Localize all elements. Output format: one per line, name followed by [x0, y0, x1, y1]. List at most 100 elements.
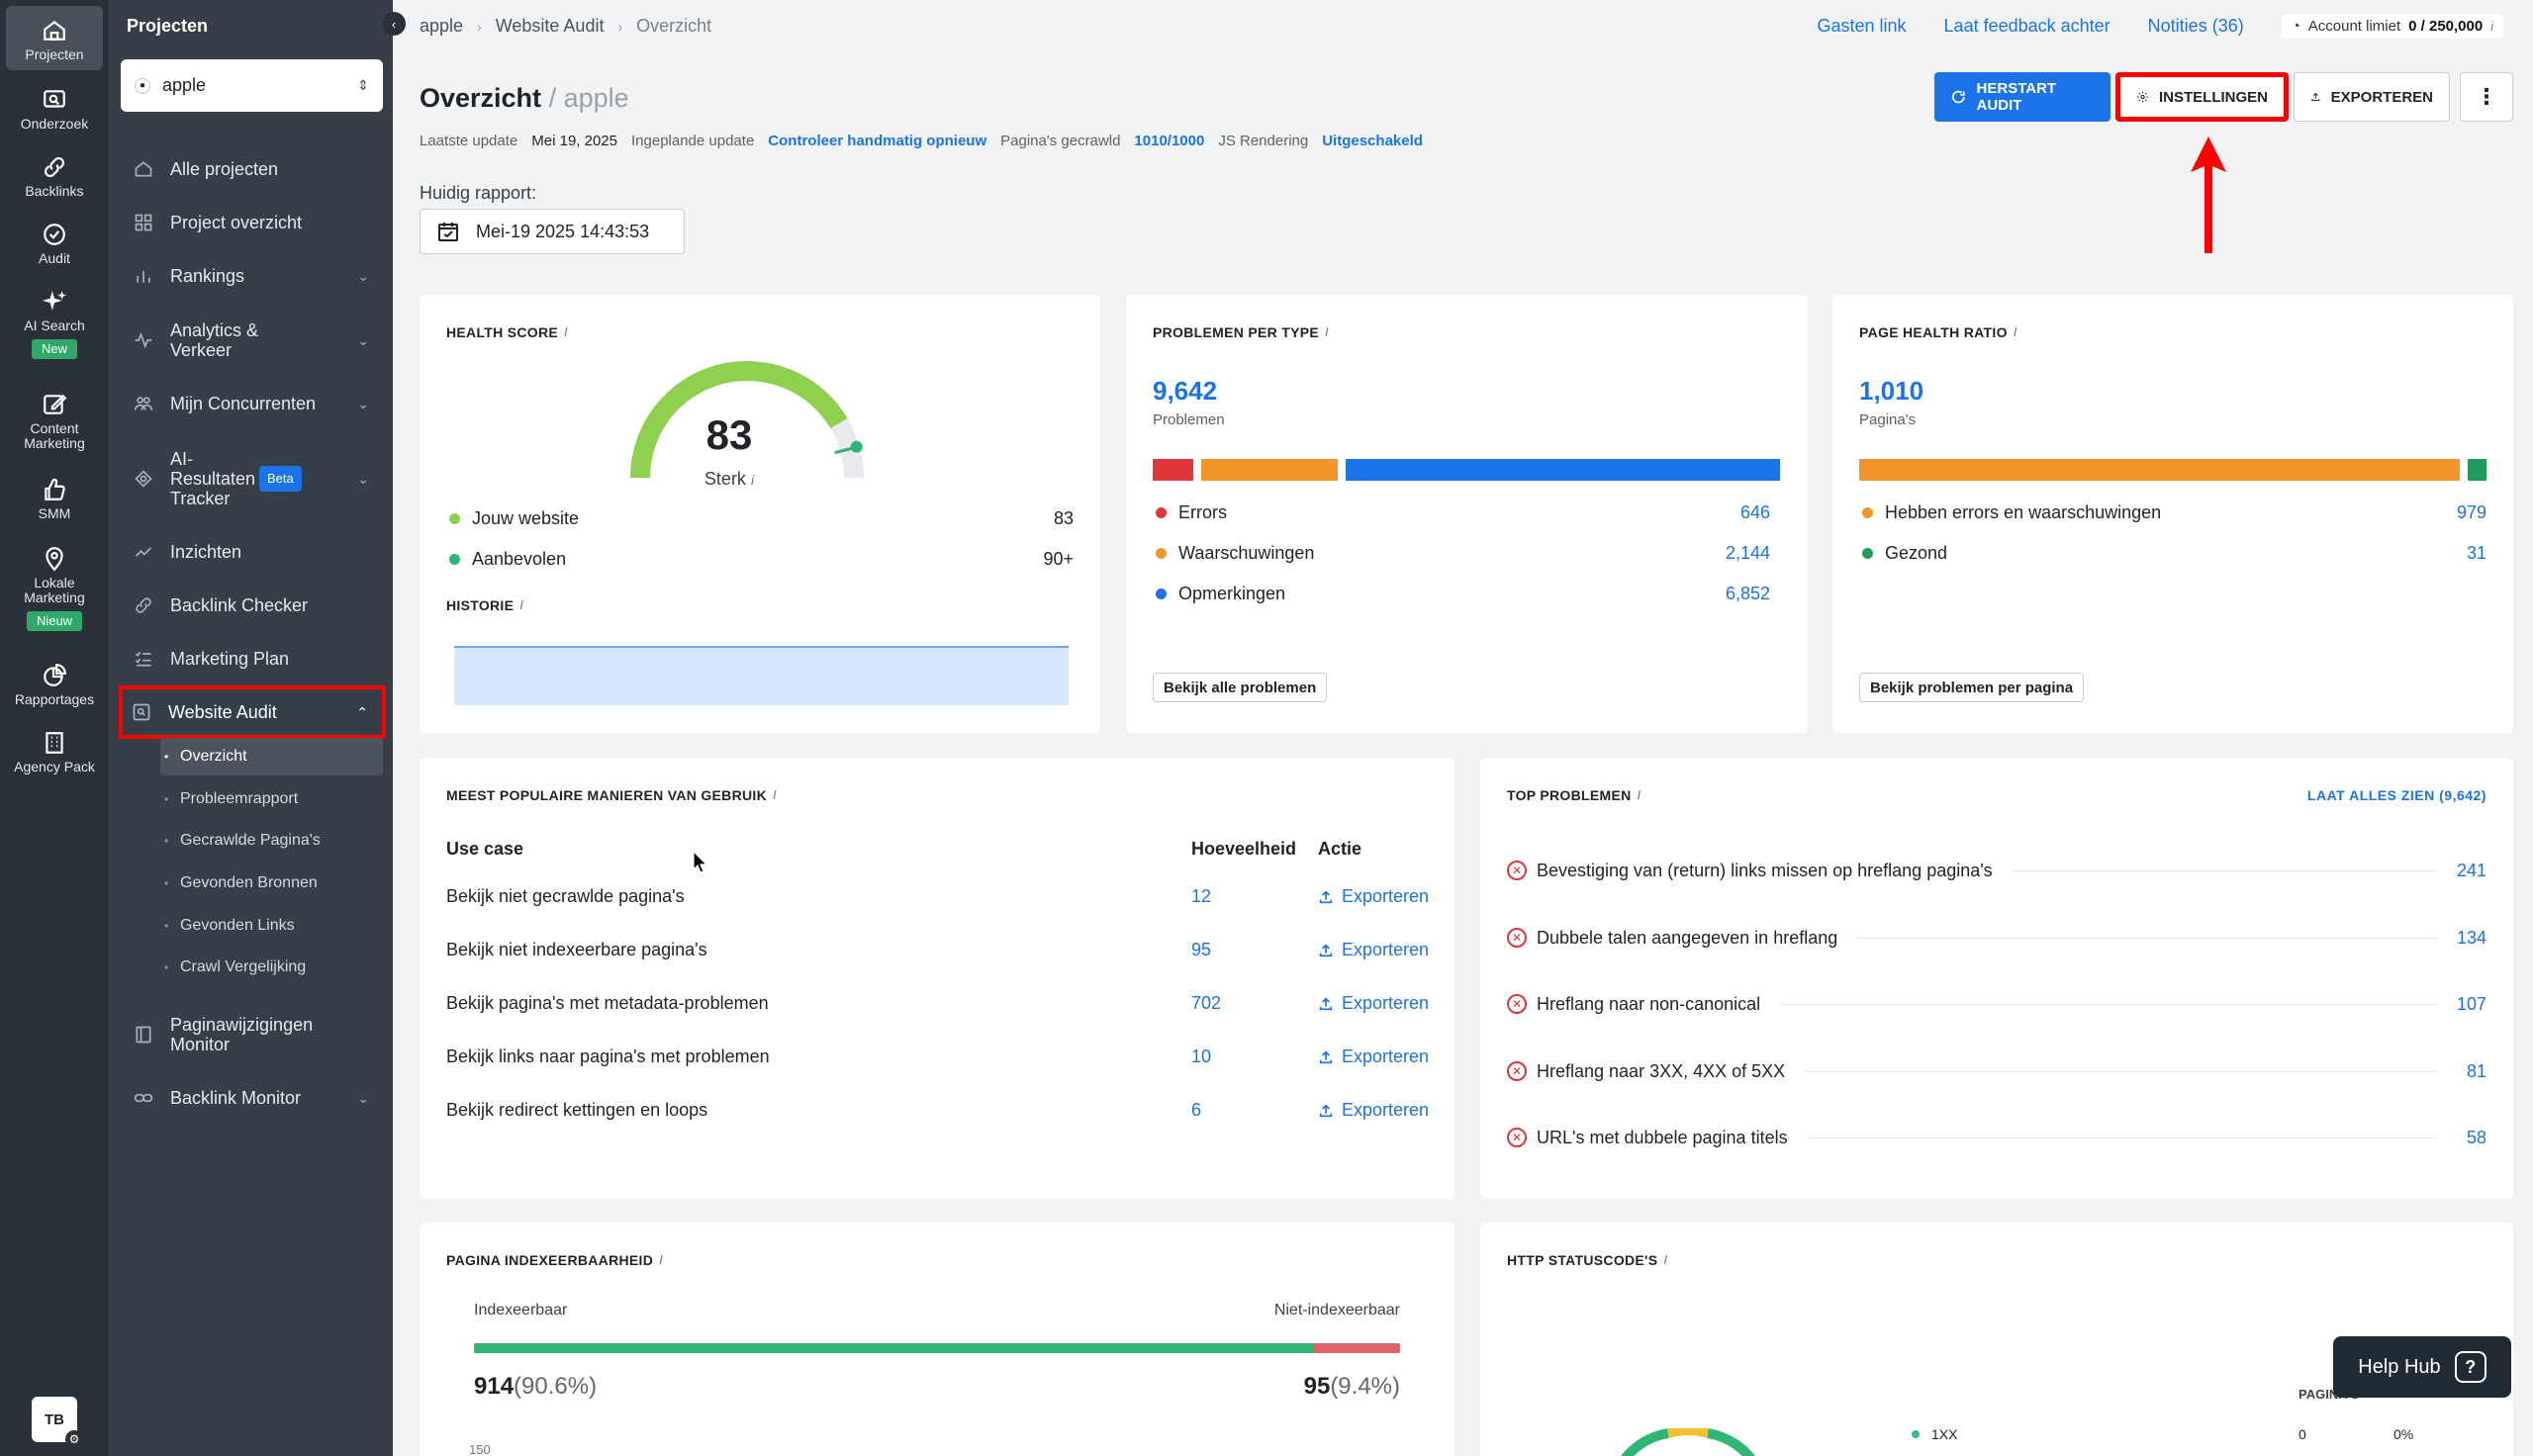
problems-legend-value[interactable]: 2,144	[1725, 543, 1770, 563]
sidebar-item-backlink-checker[interactable]: Backlink Checker	[121, 594, 383, 616]
sidebar-item-ai-tracker[interactable]: AI-Resultaten Tracker Beta ⌄	[121, 448, 383, 509]
problems-legend-value[interactable]: 6,852	[1725, 584, 1770, 603]
notices-bar-segment[interactable]	[1345, 459, 1780, 481]
top-problem-row[interactable]: ✕ Hreflang naar non-canonical 107	[1507, 992, 2486, 1016]
rail-item-backlinks[interactable]: Backlinks	[6, 154, 103, 199]
rail-item-smm[interactable]: SMM	[6, 477, 103, 521]
project-select[interactable]: ● apple ⇕	[121, 59, 383, 112]
view-problems-per-page-button[interactable]: Bekijk problemen per pagina	[1859, 673, 2085, 702]
top-problem-row[interactable]: ✕ URL's met dubbele pagina titels 58	[1507, 1126, 2486, 1149]
top-problem-row[interactable]: ✕ Bevestiging van (return) links missen o…	[1507, 859, 2486, 882]
collapse-sidebar-button[interactable]: ‹	[382, 12, 406, 36]
ratio-legend-value[interactable]: 31	[2466, 543, 2486, 563]
usage-row-value[interactable]: 10	[1191, 1046, 1212, 1066]
sidebar-item-website-audit[interactable]: Website Audit ⌃	[119, 685, 386, 739]
avatar[interactable]: TB ⚙	[32, 1397, 83, 1448]
usage-row-label: Bekijk niet gecrawlde pagina's	[446, 886, 685, 906]
top-problem-row[interactable]: ✕ Dubbele talen aangegeven in hreflang 134	[1507, 926, 2486, 950]
sidebar-item-alle-projecten[interactable]: Alle projecten	[121, 158, 383, 180]
sidebar-item-paginawijzigingen[interactable]: Paginawijzigingen Monitor	[121, 1013, 383, 1056]
problems-legend-value[interactable]: 646	[1739, 502, 1770, 522]
top-problem-row[interactable]: ✕ Hreflang naar 3XX, 4XX of 5XX 81	[1507, 1059, 2486, 1083]
rail-item-projecten[interactable]: Projecten	[6, 6, 103, 70]
problems-legend-row: Opmerkingen	[1156, 584, 1285, 604]
usage-row-value[interactable]: 95	[1191, 940, 1212, 959]
healthy-bar-segment[interactable]	[2467, 459, 2486, 481]
sidebar-item-inzichten[interactable]: Inzichten	[121, 541, 383, 563]
settings-button[interactable]: Instellingen	[2115, 72, 2289, 122]
sidebar-item-rankings[interactable]: Rankings ⌄	[121, 265, 383, 287]
book-icon	[133, 1024, 154, 1046]
notes-link[interactable]: Notities (36)	[2147, 16, 2244, 36]
ratio-legend-row: Hebben errors en waarschuwingen	[1862, 502, 2161, 523]
restart-audit-button[interactable]: Herstart audit	[1934, 72, 2111, 122]
top-problem-value[interactable]: 241	[2456, 860, 2486, 880]
export-link-label: Exporteren	[1342, 993, 1430, 1013]
sidebar-sub-probleemrapport[interactable]: Probleemrapport	[160, 780, 383, 818]
health-legend-row: Jouw website	[449, 508, 579, 529]
usage-row-export[interactable]: Exporteren	[1318, 886, 1429, 907]
ratio-total-label: Pagina's	[1859, 411, 1917, 428]
account-limit[interactable]: ◔ Account limiet 0 / 250,000 i	[2281, 14, 2503, 39]
sidebar-sub-gecrawlde-paginas[interactable]: Gecrawlde Pagina's	[160, 822, 383, 860]
ratio-total[interactable]: 1,010	[1859, 376, 1924, 406]
warnings-bar-segment[interactable]	[1201, 459, 1338, 481]
sidebar-sub-gevonden-links[interactable]: Gevonden Links	[160, 907, 383, 945]
sidebar-sub-overzicht[interactable]: Overzicht	[160, 738, 383, 775]
guest-link[interactable]: Gasten link	[1817, 16, 1907, 36]
error-icon: ✕	[1507, 1128, 1527, 1147]
usage-row-export[interactable]: Exporteren	[1318, 993, 1429, 1014]
feedback-link[interactable]: Laat feedback achter	[1943, 16, 2111, 36]
usage-row-export[interactable]: Exporteren	[1318, 1046, 1429, 1067]
top-problem-value[interactable]: 81	[2466, 1060, 2486, 1081]
sidebar-sub-gevonden-bronnen[interactable]: Gevonden Bronnen	[160, 864, 383, 902]
report-date-picker[interactable]: Mei-19 2025 14:43:53	[420, 209, 685, 254]
see-all-problems-link[interactable]: Laat alles zien (9,642)	[2306, 787, 2486, 803]
sidebar-sub-crawl-vergelijking[interactable]: Crawl Vergelijking	[160, 949, 383, 986]
rail-item-onderzoek[interactable]: Onderzoek	[6, 87, 103, 132]
help-hub-button[interactable]: Help Hub ?	[2333, 1336, 2511, 1398]
rail-item-ai-search[interactable]: AI Search New	[6, 289, 103, 359]
ratio-legend-value[interactable]: 979	[2456, 502, 2486, 522]
rail-item-audit[interactable]: Audit	[6, 222, 103, 266]
pages-crawled-link[interactable]: 1010/1000	[1134, 133, 1205, 149]
top-problem-value[interactable]: 107	[2456, 993, 2486, 1014]
beta-badge: Beta	[259, 466, 302, 492]
chevron-down-icon: ⌄	[357, 471, 369, 487]
sidebar-item-backlink-monitor[interactable]: Backlink Monitor ⌄	[121, 1087, 383, 1109]
errors-bar-segment[interactable]	[1153, 459, 1194, 481]
usage-row-value[interactable]: 6	[1191, 1100, 1202, 1120]
rail-label: Content Marketing	[24, 420, 85, 451]
breadcrumb-website-audit[interactable]: Website Audit	[495, 16, 605, 36]
rail-item-rapportages[interactable]: Rapportages	[6, 663, 103, 707]
usage-row-export[interactable]: Exporteren	[1318, 940, 1429, 960]
view-all-problems-button[interactable]: Bekijk alle problemen	[1153, 673, 1328, 702]
export-button[interactable]: Exporteren	[2294, 72, 2450, 122]
rail-item-content-marketing[interactable]: Content Marketing	[6, 392, 103, 451]
gear-icon[interactable]: ⚙	[65, 1430, 83, 1448]
breadcrumb-project[interactable]: apple	[420, 16, 464, 36]
sidebar-item-project-overzicht[interactable]: Project overzicht	[121, 212, 383, 233]
top-problems-title-text: Top problemen	[1507, 787, 1632, 803]
rail-item-agency-pack[interactable]: Agency Pack	[6, 730, 103, 774]
js-rendering-link[interactable]: Uitgeschakeld	[1322, 133, 1423, 149]
issues-bar-segment[interactable]	[1859, 459, 2460, 481]
usage-row-export[interactable]: Exporteren	[1318, 1100, 1429, 1121]
sidebar-item-mijn-concurrenten[interactable]: Mijn Concurrenten ⌄	[121, 393, 383, 414]
scheduled-update-link[interactable]: Controleer handmatig opnieuw	[768, 133, 987, 149]
rail-item-lokale-marketing[interactable]: Lokale Marketing Nieuw	[6, 546, 103, 631]
top-problem-value[interactable]: 58	[2466, 1127, 2486, 1147]
more-options-button[interactable]: ⋮	[2460, 72, 2513, 122]
problems-total[interactable]: 9,642	[1153, 376, 1218, 406]
sidebar-sub-label: Gevonden Links	[180, 917, 295, 934]
usage-row-value[interactable]: 12	[1191, 886, 1212, 906]
sidebar-item-analytics[interactable]: Analytics & Verkeer ⌄	[121, 318, 383, 362]
chevron-up-icon: ⌃	[356, 704, 368, 720]
sidebar-item-label: Paginawijzigingen Monitor	[170, 1015, 314, 1054]
top-problem-value[interactable]: 134	[2456, 927, 2486, 948]
usage-row-value[interactable]: 702	[1191, 993, 1222, 1013]
divider-line	[2012, 869, 2437, 871]
more-vertical-icon: ⋮	[2476, 84, 2497, 109]
sidebar-item-marketing-plan[interactable]: Marketing Plan	[121, 648, 383, 670]
sidebar-item-label: Analytics & Verkeer	[170, 320, 259, 360]
